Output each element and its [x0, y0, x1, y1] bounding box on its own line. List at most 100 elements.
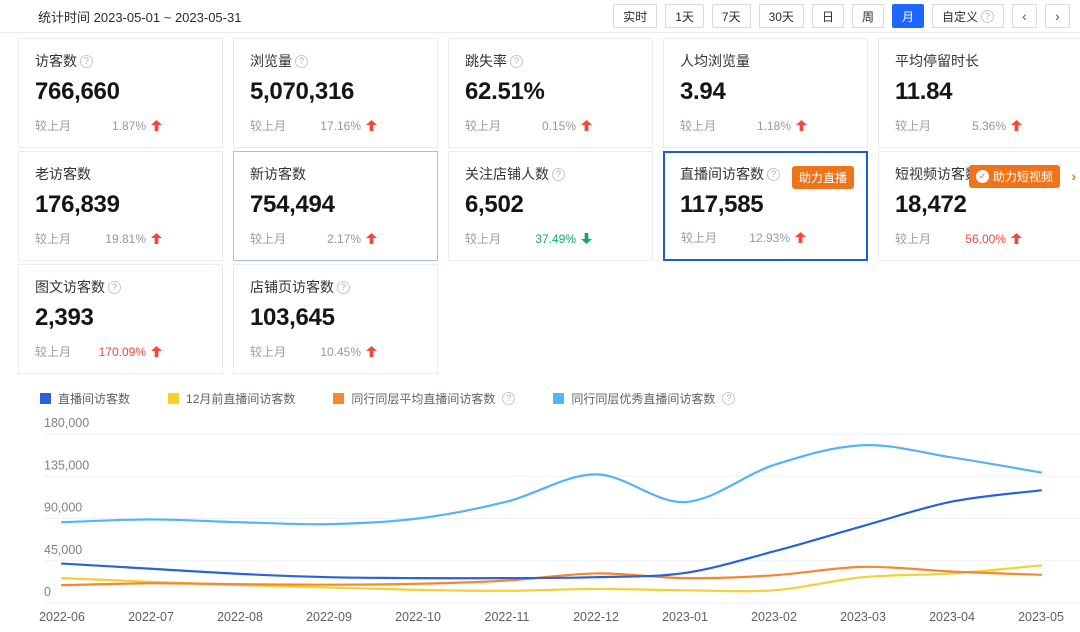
card-title: 人均浏览量	[680, 51, 851, 71]
help-icon[interactable]: ?	[80, 54, 93, 68]
card-compare-row: 较上月 1.18%	[680, 117, 851, 134]
help-icon[interactable]: ?	[295, 54, 308, 68]
trend-down-icon	[581, 233, 592, 244]
compare-percent: 19.81%	[105, 231, 146, 246]
card-value: 766,660	[35, 78, 120, 105]
x-axis-label: 2023-02	[751, 610, 797, 624]
x-axis-label: 2023-05	[1018, 610, 1064, 624]
compare-percent-wrap: 37.49%	[535, 232, 592, 246]
card-compare-row: 较上月 2.17%	[250, 230, 421, 247]
metric-card[interactable]: 人均浏览量 3.94 较上月 1.18%	[663, 38, 868, 148]
metric-card[interactable]: 新访客数 754,494 较上月 2.17%	[233, 151, 438, 261]
compare-percent: 170.09%	[98, 344, 146, 359]
x-axis-label: 2022-12	[573, 610, 619, 624]
chevron-right-icon[interactable]: ›	[1071, 168, 1076, 184]
card-value: 103,645	[250, 304, 335, 331]
compare-percent-wrap: 19.81%	[105, 232, 162, 246]
legend-swatch	[333, 393, 345, 404]
metric-card[interactable]: 直播间访客数? 助力直播 117,585 较上月 12.93%	[663, 151, 868, 261]
compare-percent: 5.36%	[971, 118, 1006, 133]
prev-page-button[interactable]: ‹	[1012, 4, 1037, 28]
compare-label: 较上月	[681, 231, 718, 245]
legend-item[interactable]: 同行同层优秀直播间访客数?	[553, 390, 736, 407]
card-compare-row: 较上月 56.00%	[895, 230, 1066, 247]
card-compare-row: 较上月 0.15%	[465, 117, 636, 134]
compare-label: 较上月	[250, 232, 287, 246]
range-button-label: 日	[821, 9, 834, 24]
help-icon[interactable]: ?	[552, 167, 565, 181]
card-value: 18,472	[895, 191, 967, 218]
help-icon[interactable]: ?	[981, 9, 994, 23]
metric-card[interactable]: 关注店铺人数? 6,502 较上月 37.49%	[448, 151, 653, 261]
range-button[interactable]: 7天	[711, 4, 751, 28]
range-button[interactable]: 周	[851, 4, 884, 28]
range-button[interactable]: 日	[811, 4, 844, 28]
help-icon[interactable]: ?	[510, 54, 523, 68]
range-button-label: 月	[901, 9, 914, 24]
compare-percent: 1.18%	[756, 118, 791, 133]
legend-swatch	[168, 393, 180, 404]
card-compare-row: 较上月 1.87%	[35, 117, 206, 134]
help-icon[interactable]: ?	[722, 392, 736, 405]
help-icon[interactable]: ?	[337, 280, 350, 294]
shield-check-icon: ✓	[975, 170, 989, 183]
compare-label: 较上月	[35, 119, 72, 133]
card-compare-row: 较上月 170.09%	[35, 343, 206, 360]
trend-up-icon	[795, 232, 806, 243]
card-title: 平均停留时长	[895, 51, 1066, 71]
help-icon[interactable]: ?	[502, 392, 516, 405]
topbar: 统计时间 2023-05-01 ~ 2023-05-31 实时 1天 7天 30天 日 周…	[0, 0, 1080, 33]
legend-swatch	[40, 393, 51, 404]
compare-percent: 1.87%	[111, 118, 146, 133]
series-line-0	[60, 489, 1043, 580]
series-line-3	[60, 444, 1043, 526]
x-axis-label: 2022-08	[217, 610, 263, 624]
compare-label: 较上月	[895, 119, 932, 133]
card-title: 直播间访客数?	[680, 164, 851, 184]
custom-range-button[interactable]: 自定义?	[931, 4, 1004, 28]
help-icon[interactable]: ?	[767, 167, 780, 181]
promo-badge[interactable]: ✓ 助力短视频	[968, 165, 1060, 188]
legend-item[interactable]: 12月前直播间访客数	[168, 390, 295, 407]
legend-item[interactable]: 直播间访客数	[40, 390, 130, 407]
card-title-text: 图文访客数	[35, 279, 105, 295]
card-compare-row: 较上月 37.49%	[465, 230, 636, 247]
promo-badge[interactable]: 助力直播	[791, 166, 854, 189]
visitors-trend-chart: 0 45,000 90,000 135,000 180,000 2022-06 2022-0…	[39, 416, 1080, 624]
range-button[interactable]: 1天	[665, 4, 704, 28]
metric-card[interactable]: 图文访客数? 2,393 较上月 170.09%	[18, 264, 223, 374]
compare-percent: 17.16%	[320, 118, 361, 133]
legend-item[interactable]: 同行同层平均直播间访客数?	[333, 390, 516, 407]
card-value: 3.94	[680, 78, 726, 105]
card-title-text: 平均停留时长	[895, 53, 979, 69]
trend-up-icon	[581, 120, 592, 131]
metric-card[interactable]: 访客数? 766,660 较上月 1.87%	[18, 38, 223, 148]
metric-card[interactable]: 跳失率? 62.51% 较上月 0.15%	[448, 38, 653, 148]
range-button[interactable]: 实时	[613, 4, 658, 28]
card-value: 6,502	[465, 191, 524, 218]
range-button-label: 自定义	[941, 9, 978, 24]
range-button-label: 7天	[721, 9, 741, 24]
trend-up-icon	[366, 120, 377, 131]
metric-card[interactable]: 店铺页访客数? 103,645 较上月 10.45%	[233, 264, 438, 374]
x-axis-label: 2022-06	[39, 610, 85, 624]
card-title-text: 直播间访客数	[680, 166, 764, 182]
compare-percent-wrap: 170.09%	[99, 345, 162, 359]
metric-card[interactable]: 老访客数 176,839 较上月 19.81%	[18, 151, 223, 261]
range-button-month-active[interactable]: 月	[891, 4, 924, 28]
metric-card[interactable]: 浏览量? 5,070,316 较上月 17.16%	[233, 38, 438, 148]
card-compare-row: 较上月 17.16%	[250, 117, 421, 134]
stat-time: 统计时间 2023-05-01 ~ 2023-05-31	[38, 7, 241, 26]
trend-up-icon	[1011, 120, 1022, 131]
next-page-button[interactable]: ›	[1045, 4, 1070, 28]
range-button-label: 30天	[768, 9, 794, 24]
compare-percent: 0.15%	[541, 118, 576, 133]
compare-percent: 2.17%	[326, 231, 361, 246]
x-axis-label: 2023-01	[662, 610, 708, 624]
range-button-label: 1天	[675, 9, 694, 24]
range-button[interactable]: 30天	[758, 4, 804, 28]
trend-up-icon	[151, 346, 162, 357]
metric-card[interactable]: 平均停留时长 11.84 较上月 5.36%	[878, 38, 1080, 148]
help-icon[interactable]: ?	[108, 280, 121, 294]
